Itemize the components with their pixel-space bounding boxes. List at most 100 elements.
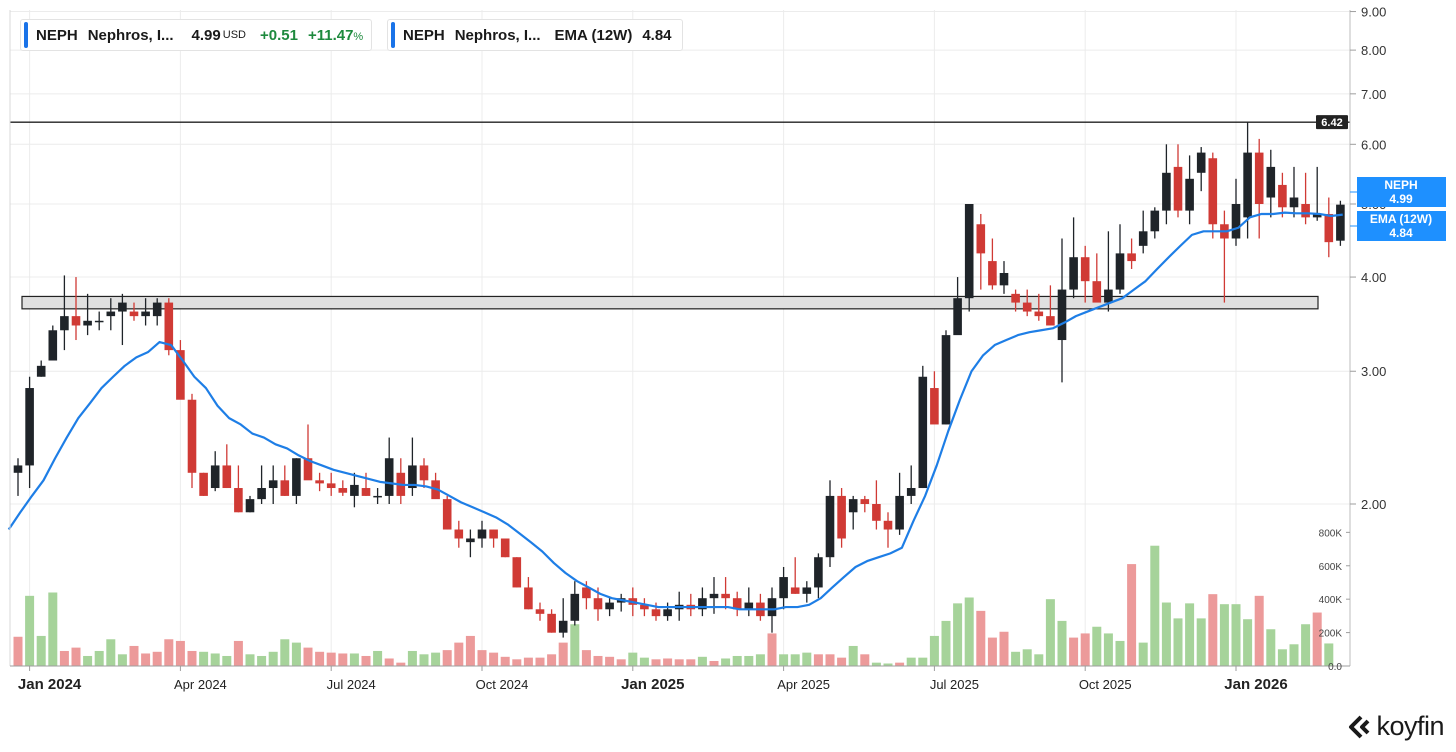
candle-body (883, 520, 893, 530)
x-tick-label: Jan 2024 (18, 676, 82, 693)
candle-body (605, 602, 614, 610)
candle-body (582, 587, 591, 599)
volume-bar (1208, 594, 1218, 666)
volume-bar (837, 657, 847, 666)
candle-body (303, 458, 313, 481)
candle-body (1115, 253, 1125, 290)
volume-bar (1243, 619, 1253, 666)
volume-bar (257, 655, 267, 666)
koyfin-chevron-icon (1349, 715, 1370, 738)
candle-body (1046, 316, 1055, 326)
volume-bar (558, 642, 568, 666)
volume-bars (13, 545, 1334, 666)
volume-bar (616, 659, 626, 666)
y-tick-label: 4.00 (1361, 270, 1386, 285)
volume-bar (1045, 599, 1055, 666)
volume-bar (1266, 629, 1276, 666)
legend-primary[interactable]: NEPH Nephros, I... 4.99 USD +0.51 +11.47… (20, 19, 373, 51)
volume-bar (1219, 604, 1229, 666)
candle-body (593, 598, 603, 610)
ema-layer (7, 211, 1343, 611)
volume-bar (210, 653, 220, 666)
volume-bar (581, 650, 591, 666)
legend-indicator[interactable]: NEPH Nephros, I... EMA (12W) 4.84 (387, 19, 683, 51)
legend-change-pct: +11.47% (308, 27, 363, 44)
candle-body (1231, 204, 1241, 239)
volume-bar (1161, 602, 1171, 666)
volume-bar (1289, 644, 1299, 666)
volume-bar (1277, 649, 1287, 666)
candle-body (848, 499, 858, 513)
volume-bar (199, 651, 209, 666)
volume-bar (813, 654, 823, 666)
candle-body (767, 598, 777, 617)
y-tick-label: 3.00 (1361, 364, 1386, 379)
volume-bar (1011, 651, 1021, 666)
candle-body (1069, 257, 1078, 290)
candle-body (454, 529, 464, 539)
axes: 9.008.007.006.005.004.003.002.00800K600K… (9, 5, 1386, 693)
resistance-label-bg (1316, 115, 1348, 130)
volume-bar (1022, 649, 1032, 666)
candle-body (199, 472, 208, 496)
volume-bar (1138, 642, 1148, 666)
candle-body (489, 529, 498, 539)
volume-bar (779, 654, 789, 666)
annotations: 6.42 (10, 115, 1350, 310)
volume-bar (1254, 595, 1264, 666)
volume-bar (465, 635, 475, 666)
last-price-tag-value: 4.99 (1389, 192, 1413, 206)
volume-bar (13, 636, 23, 666)
x-tick-label: Apr 2025 (777, 677, 830, 692)
volume-bar (605, 656, 615, 666)
candle-body (721, 593, 730, 599)
candle-body (118, 302, 127, 312)
volume-tick-label: 800K (1319, 528, 1343, 539)
legend-change: +0.51 (259, 26, 298, 44)
volume-bar (106, 639, 116, 666)
candle-body (1324, 213, 1334, 243)
candle-body (315, 480, 324, 484)
volume-bar (117, 654, 127, 666)
candle-body (918, 376, 928, 489)
y-tick-label: 9.00 (1361, 5, 1386, 20)
candle-body (106, 311, 116, 317)
volume-bar (976, 610, 986, 666)
candle-body (1243, 152, 1252, 218)
volume-bar (59, 650, 69, 666)
volume-bar (663, 658, 673, 666)
candle-body (790, 587, 800, 594)
volume-bar (697, 656, 707, 666)
candle-body (94, 320, 104, 323)
volume-bar (141, 653, 151, 666)
volume-bar (245, 654, 255, 666)
candle-body (338, 488, 348, 493)
volume-bar (523, 657, 533, 666)
candle-body (732, 598, 742, 610)
candle-body (906, 488, 916, 496)
y-tick-label: 2.00 (1361, 497, 1386, 512)
volume-bar (1185, 603, 1195, 666)
indicator-label: EMA (12W) (554, 26, 633, 44)
x-tick-label: Oct 2025 (1079, 677, 1132, 692)
volume-bar (535, 657, 545, 666)
volume-bar (1103, 633, 1113, 666)
candle-body (651, 609, 661, 617)
candle-body (408, 465, 417, 489)
candle-body (1254, 152, 1264, 204)
volume-tick-label: 400K (1319, 595, 1343, 606)
candle-body (640, 604, 649, 610)
volume-bar (1150, 545, 1160, 666)
volume-bar (407, 650, 417, 666)
candle-body (976, 224, 986, 254)
volume-bar (48, 592, 58, 666)
candle-body (176, 350, 185, 400)
candle-body (1208, 158, 1218, 225)
volume-bar (871, 662, 881, 666)
candle-body (477, 529, 487, 539)
volume-bar (848, 645, 858, 666)
y-tick-label: 7.00 (1361, 87, 1386, 102)
volume-bar (431, 652, 441, 666)
candle-body (1336, 204, 1345, 241)
